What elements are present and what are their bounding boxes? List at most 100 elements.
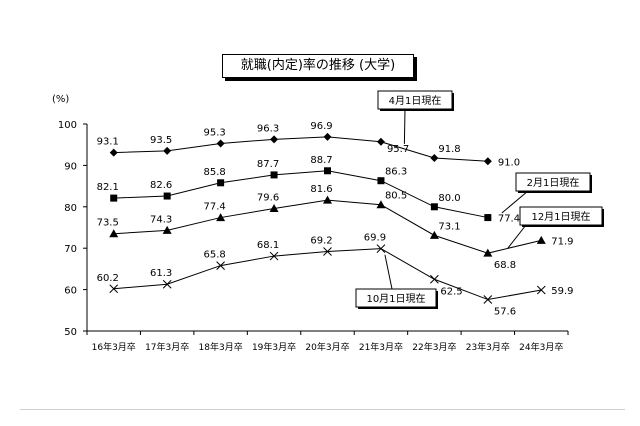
data-label: 62.5: [440, 286, 462, 297]
x-tick-label: 24年3月卒: [519, 341, 563, 353]
data-point: [430, 274, 439, 284]
data-point: [429, 230, 439, 239]
data-label: 69.9: [364, 233, 386, 244]
series-line-3: [113, 248, 542, 301]
data-point: [269, 203, 279, 212]
data-label: 61.3: [150, 268, 172, 279]
data-label: 95.7: [387, 144, 409, 155]
legend-box: [355, 288, 437, 308]
x-tick-label: 16年3月卒: [92, 341, 136, 353]
legend-leader-line: [403, 108, 406, 144]
data-label: 73.1: [438, 221, 460, 232]
data-point: [217, 179, 225, 187]
data-label: 73.5: [97, 218, 119, 229]
x-tick-label: 23年3月卒: [466, 341, 510, 353]
data-label: 59.9: [551, 286, 573, 297]
data-label: 91.0: [498, 157, 520, 168]
data-point: [270, 135, 279, 144]
y-tick-label: 60: [64, 286, 77, 297]
legend-label: 12月1日現在: [531, 211, 590, 223]
x-tick-label: 19年3月卒: [252, 341, 296, 353]
data-point: [376, 137, 385, 146]
data-label: 77.4: [498, 214, 520, 225]
data-label: 95.3: [203, 127, 225, 138]
data-label: 96.9: [310, 121, 332, 132]
data-point: [483, 157, 492, 166]
series-line-0: [113, 136, 488, 162]
data-label: 68.8: [494, 260, 516, 271]
data-point: [536, 285, 546, 295]
data-label: 87.7: [257, 159, 279, 170]
data-point: [323, 195, 332, 204]
data-point: [162, 225, 172, 234]
data-point: [269, 251, 279, 261]
data-label: 60.2: [97, 273, 119, 284]
data-label: 68.1: [257, 240, 279, 251]
data-label: 71.9: [551, 236, 573, 247]
x-tick-label: 18年3月卒: [199, 341, 243, 353]
y-tick-label: 100: [58, 120, 77, 131]
data-label: 86.3: [385, 167, 407, 178]
x-tick-label: 17年3月卒: [145, 341, 189, 353]
y-tick-label: 80: [64, 203, 77, 214]
series-line-1: [113, 170, 488, 219]
legend-leader-line: [501, 190, 529, 214]
legend-label: 10月1日現在: [366, 293, 425, 305]
data-point: [323, 247, 332, 256]
data-point: [109, 148, 118, 157]
data-point: [270, 171, 278, 179]
x-tick-label: 21年3月卒: [359, 341, 403, 353]
data-point: [163, 146, 172, 155]
legend-box: [519, 206, 603, 226]
data-point: [216, 139, 225, 148]
data-label: 77.4: [203, 202, 225, 213]
data-label: 88.7: [310, 155, 332, 166]
data-point: [484, 214, 492, 222]
data-label: 82.6: [150, 180, 172, 191]
y-tick-label: 90: [64, 161, 77, 172]
y-tick-label: 50: [64, 327, 77, 338]
data-point: [324, 167, 331, 175]
data-point: [109, 229, 119, 238]
data-point: [430, 153, 439, 162]
x-tick-label: 20年3月卒: [305, 341, 349, 353]
data-point: [216, 213, 226, 222]
y-axis-unit-label: (%): [52, 94, 70, 105]
legend-box: [515, 172, 591, 192]
data-label: 79.6: [257, 192, 279, 203]
legend-label: 2月1日現在: [527, 177, 580, 189]
data-point: [376, 200, 386, 209]
x-tick-label: 22年3月卒: [412, 341, 456, 353]
data-label: 57.6: [494, 307, 516, 318]
data-point: [162, 279, 172, 289]
data-point: [323, 132, 332, 141]
data-label: 80.0: [438, 193, 460, 204]
data-label: 91.8: [438, 144, 460, 155]
data-point: [163, 192, 171, 200]
data-label: 80.5: [385, 191, 407, 202]
legend-box: [377, 90, 453, 110]
data-label: 74.3: [150, 214, 172, 225]
data-label: 93.5: [150, 135, 172, 146]
chart-title: 就職(内定)率の推移 (大学): [222, 54, 414, 78]
data-label: 96.3: [257, 123, 279, 134]
data-point: [483, 295, 493, 304]
footer-divider: [20, 409, 625, 410]
data-label: 82.1: [97, 182, 119, 193]
data-label: 93.1: [97, 137, 119, 148]
y-tick-label: 70: [64, 244, 77, 255]
data-point: [376, 244, 386, 253]
data-point: [483, 248, 493, 257]
data-point: [109, 284, 119, 294]
data-point: [377, 177, 385, 185]
data-label: 81.6: [310, 184, 332, 195]
legend-leader-line: [384, 254, 393, 290]
data-point: [216, 261, 225, 270]
data-label: 69.2: [310, 236, 332, 247]
data-point: [536, 235, 546, 244]
data-point: [430, 203, 438, 211]
data-label: 85.8: [203, 167, 225, 178]
data-label: 65.8: [203, 250, 225, 261]
legend-label: 4月1日現在: [389, 95, 442, 107]
